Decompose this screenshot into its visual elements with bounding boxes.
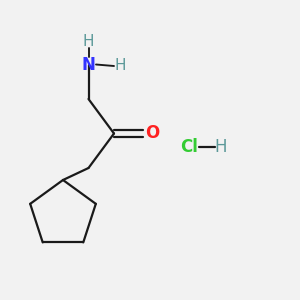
- Text: H: H: [214, 138, 227, 156]
- Text: O: O: [145, 124, 159, 142]
- Text: H: H: [114, 58, 126, 74]
- Text: Cl: Cl: [180, 138, 198, 156]
- Text: N: N: [82, 56, 95, 74]
- Text: H: H: [83, 34, 94, 50]
